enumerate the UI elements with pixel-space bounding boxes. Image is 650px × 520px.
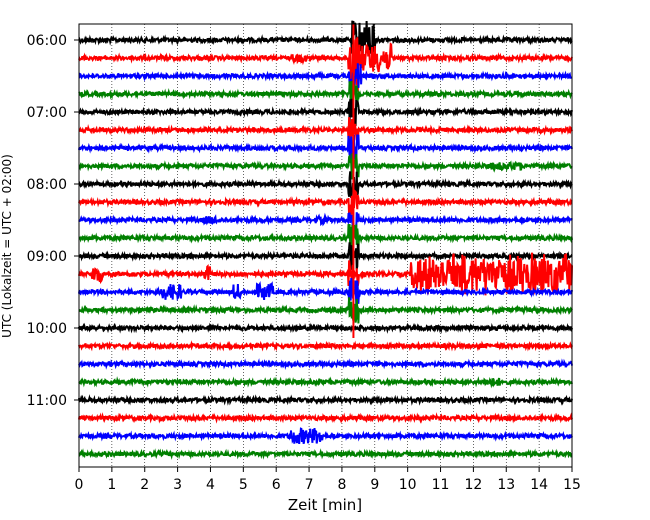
trace-line — [78, 117, 573, 143]
x-tick-label: 2 — [140, 477, 149, 493]
x-tick-label: 14 — [530, 477, 548, 493]
trace-line — [78, 20, 573, 60]
trace-line — [78, 212, 573, 234]
trace-line — [78, 277, 573, 305]
x-tick-label: 15 — [563, 477, 581, 493]
trace-line — [78, 252, 573, 296]
plot-frame — [78, 23, 573, 468]
y-tick-label: 06:00 — [27, 33, 67, 49]
y-axis-label: UTC (Lokalzeit = UTC + 02:00) — [0, 154, 14, 338]
y-tick-label: 08:00 — [27, 177, 67, 193]
x-axis-ticks: 0 1 2 3 4 5 6 7 8 9 10 11 12 13 14 15 — [75, 467, 581, 493]
trace-line — [78, 448, 573, 460]
x-tick-label: 4 — [206, 477, 215, 493]
x-tick-label: 12 — [464, 477, 482, 493]
y-tick-label: 09:00 — [27, 249, 67, 265]
y-tick-label: 11:00 — [27, 393, 67, 409]
trace-line — [78, 297, 573, 324]
trace-line — [78, 224, 573, 251]
y-tick-label: 07:00 — [27, 105, 67, 121]
x-tick-label: 11 — [432, 477, 450, 493]
x-tick-label: 13 — [497, 477, 515, 493]
trace-line — [78, 340, 573, 352]
trace-line — [78, 376, 573, 389]
traces — [78, 20, 573, 460]
x-tick-label: 7 — [305, 477, 314, 493]
trace-line — [78, 358, 573, 370]
trace-line — [78, 394, 573, 406]
trace-line — [78, 322, 573, 334]
trace-line — [78, 153, 573, 180]
trace-line — [78, 189, 573, 216]
trace-line — [78, 427, 573, 445]
y-tick-label: 10:00 — [27, 321, 67, 337]
x-tick-label: 8 — [337, 477, 346, 493]
trace-line — [78, 80, 573, 108]
trace-line — [78, 171, 573, 198]
trace-line — [78, 134, 573, 161]
trace-line — [78, 63, 573, 90]
trace-line — [78, 242, 573, 270]
x-tick-label: 5 — [239, 477, 248, 493]
trace-line — [78, 412, 573, 424]
grid-lines — [111, 24, 540, 467]
x-tick-label: 9 — [370, 477, 379, 493]
x-tick-label: 6 — [272, 477, 281, 493]
trace-line — [78, 98, 573, 127]
y-axis-ticks: 06:00 07:00 08:00 09:00 10:00 11:00 — [27, 33, 79, 409]
x-axis-label: Zeit [min] — [288, 496, 362, 514]
x-tick-label: 3 — [173, 477, 182, 493]
trace-line — [78, 37, 573, 92]
x-tick-label: 1 — [107, 477, 116, 493]
x-tick-label: 0 — [75, 477, 84, 493]
x-tick-label: 10 — [399, 477, 417, 493]
